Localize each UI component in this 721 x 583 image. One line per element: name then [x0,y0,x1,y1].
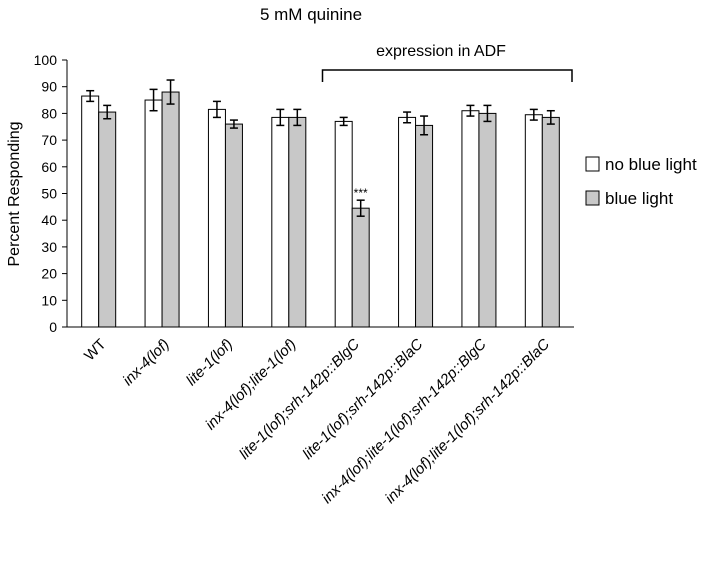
y-tick-label: 100 [34,52,58,68]
legend: no blue light blue light [585,155,697,208]
expression-bracket: expression in ADF [321,43,573,82]
bar [351,207,370,328]
bar [144,99,163,328]
bracket-line [321,69,573,82]
y-tick-label: 0 [49,319,57,335]
x-axis-categories: WT inx-4(lof) lite-1(lof)inx-4(lof);lite-1… [81,336,553,507]
bar [271,116,290,328]
annotations-group: *** [354,186,368,200]
bar [98,111,117,328]
legend-label-blue-light: blue light [605,189,673,208]
x-category-label: WT [81,336,110,365]
y-tick-label: 80 [41,105,57,121]
bracket-label: expression in ADF [376,43,506,60]
bar [461,110,480,328]
y-tick-label: 10 [41,292,57,308]
bar [398,116,417,328]
bar [207,108,226,328]
legend-label-no-blue-light: no blue light [605,155,697,174]
legend-swatch-no-blue-light [585,156,600,172]
y-tick-label: 20 [41,266,57,282]
y-tick-label: 90 [41,79,57,95]
bar [524,114,543,328]
bar [478,112,497,328]
y-tick-label: 60 [41,159,57,175]
x-category-label: inx-4(lof) [120,336,173,389]
x-category-label: lite-1(lof) [183,336,236,389]
error-bars-group [86,79,555,217]
bar [81,95,100,328]
bar [161,91,180,328]
y-tick-label: 30 [41,239,57,255]
y-tick-label: 70 [41,132,57,148]
legend-swatch-blue-light [585,190,600,206]
y-axis-label: Percent Responding [6,122,23,267]
bar [415,124,434,328]
bar [288,116,307,328]
significance-marker: *** [354,186,368,200]
bar [224,123,243,328]
y-axis: 0 10 20 30 40 50 60 70 80 90 100 [34,52,574,335]
x-category-label: lite-1(lof);srh-142p::BlaC [299,336,426,463]
y-tick-label: 40 [41,212,57,228]
bar [334,120,353,328]
chart-title: 5 mM quinine [260,5,362,24]
x-category-label: lite-1(lof);srh-142p::BlgC [236,336,363,463]
bars-group [81,91,560,328]
y-tick-label: 50 [41,186,57,202]
bar [541,116,560,328]
